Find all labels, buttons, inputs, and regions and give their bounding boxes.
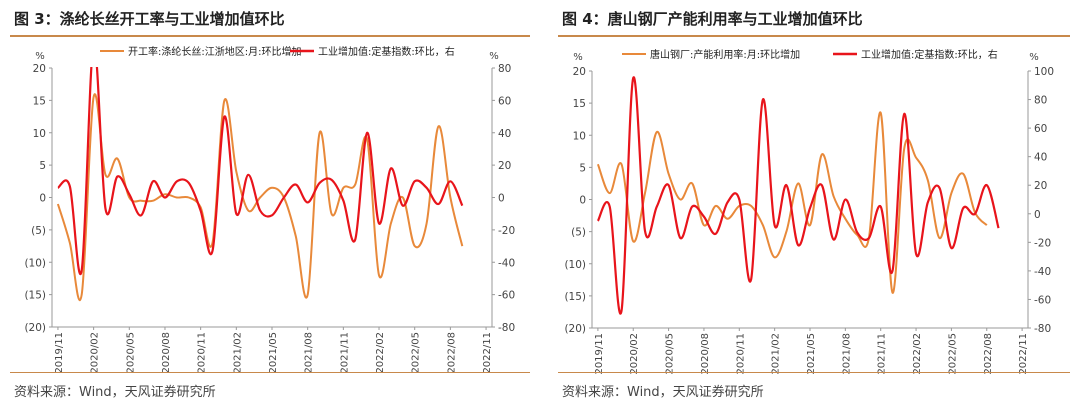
x-tick-label: 2021/05 — [268, 332, 279, 374]
x-tick-label: 2021/11 — [877, 333, 888, 375]
right-tick-label: -20 — [498, 225, 515, 237]
left-tick-label: 10 — [573, 130, 586, 142]
left-tick-label: 20 — [33, 63, 46, 75]
x-tick-label: 2020/05 — [125, 332, 136, 374]
right-tick-label: 40 — [498, 128, 511, 140]
x-tick-label: 2021/02 — [232, 332, 243, 374]
series-line-1 — [56, 93, 464, 302]
right-tick-label: 0 — [1034, 209, 1041, 221]
legend-label-1: 开工率:涤纶长丝:江浙地区:月:环比增加 — [128, 45, 301, 58]
left-tick-label: (10) — [564, 259, 586, 271]
right-axis-unit: % — [1029, 52, 1039, 63]
right-tick-label: -20 — [1034, 237, 1051, 249]
left-tick-label: 0 — [579, 195, 586, 207]
x-tick-label: 2022/11 — [1018, 333, 1029, 375]
x-tick-label: 2020/08 — [161, 332, 172, 374]
left-tick-label: (5) — [571, 227, 586, 239]
line-chart-right: % % 20 15 10 5 0 (5) (10) (15) (20) 100 80 60 40 20 0 -20… — [564, 48, 1054, 375]
legend-label-2: 工业增加值:定基指数:环比，右 — [861, 48, 998, 61]
chart-panel-left: 图 3：涤纶长丝开工率与工业增加值环比 %% 20 15 10 5 0 (5) (10) (15… — [10, 10, 530, 400]
right-tick-label: -80 — [1034, 323, 1051, 335]
x-tick-label: 2021/02 — [771, 333, 782, 375]
bottom-divider-left — [10, 372, 530, 373]
x-tick-label: 2020/08 — [700, 333, 711, 375]
line-chart-left: % %20151050(5)(10)(15)(20)806040200-20-40… — [24, 45, 515, 374]
x-tick-label: 2022/02 — [375, 332, 386, 374]
x-tick-label: 2022/05 — [411, 332, 422, 374]
x-tick-label: 2022/08 — [983, 333, 994, 375]
left-tick-label: 10 — [33, 128, 46, 140]
x-tick-label: 2020/02 — [629, 333, 640, 375]
left-tick-label: (10) — [24, 257, 46, 269]
series-line-2 — [596, 76, 1000, 315]
left-tick-label: 20 — [573, 66, 586, 78]
legend-label-2: 工业增加值:定基指数:环比，右 — [318, 45, 455, 58]
left-tick-label: (5) — [31, 225, 46, 237]
x-tick-label: 2020/02 — [90, 332, 101, 374]
right-tick-label: 20 — [498, 160, 511, 172]
right-tick-label: 0 — [498, 193, 505, 205]
x-tick-label: 2020/11 — [197, 332, 208, 374]
right-tick-label: -40 — [498, 257, 515, 269]
left-tick-label: (20) — [24, 322, 46, 334]
chart-title-right: 图 4：唐山钢厂产能利用率与工业增加值环比 — [562, 10, 863, 28]
right-tick-label: 20 — [1034, 180, 1047, 192]
x-tick-label: 2020/11 — [735, 333, 746, 375]
left-tick-label: (15) — [24, 290, 46, 302]
right-tick-label: 60 — [498, 95, 511, 107]
right-axis-unit: % — [489, 51, 499, 62]
source-note-left: 资料来源：Wind，天风证券研究所 — [14, 385, 216, 400]
right-tick-label: 80 — [1034, 95, 1047, 107]
left-axis-unit: % — [35, 51, 45, 62]
left-tick-label: (20) — [564, 323, 586, 335]
x-tick-label: 2022/02 — [912, 333, 923, 375]
legend-label-1: 唐山钢厂:产能利用率:月:环比增加 — [650, 48, 800, 61]
x-tick-label: 2022/05 — [947, 333, 958, 375]
series-line-2 — [57, 67, 464, 276]
right-tick-label: 40 — [1034, 152, 1047, 164]
right-tick-label: -60 — [498, 290, 515, 302]
right-tick-label: 100 — [1034, 66, 1054, 78]
left-tick-label: 5 — [579, 162, 586, 174]
right-tick-label: 60 — [1034, 123, 1047, 135]
left-tick-label: (15) — [564, 291, 586, 303]
x-tick-label: 2022/11 — [482, 332, 493, 374]
right-tick-label: -60 — [1034, 294, 1051, 306]
x-tick-label: 2021/08 — [841, 333, 852, 375]
x-tick-label: 2021/11 — [339, 332, 350, 374]
title-divider-left — [10, 35, 530, 37]
series-line-1 — [596, 111, 988, 294]
source-note-right: 资料来源：Wind，天风证券研究所 — [562, 385, 764, 400]
x-tick-label: 2020/05 — [665, 333, 676, 375]
x-tick-label: 2021/08 — [304, 332, 315, 374]
left-tick-label: 5 — [39, 160, 46, 172]
right-tick-label: -40 — [1034, 266, 1051, 278]
x-tick-label: 2022/08 — [446, 332, 457, 374]
x-tick-label: 2019/11 — [594, 333, 605, 375]
left-tick-label: 0 — [39, 193, 46, 205]
x-tick-label: 2021/05 — [806, 333, 817, 375]
right-tick-label: -80 — [498, 322, 515, 334]
left-tick-label: 15 — [33, 95, 46, 107]
chart-title-left: 图 3：涤纶长丝开工率与工业增加值环比 — [14, 10, 285, 28]
bottom-divider-right — [558, 372, 1070, 373]
right-tick-label: 80 — [498, 63, 511, 75]
chart-panel-right: 图 4：唐山钢厂产能利用率与工业增加值环比 %% 20 15 10 5 0 (5) (10) (… — [548, 0, 1080, 409]
left-axis-unit: % — [573, 52, 583, 63]
left-tick-label: 15 — [573, 98, 586, 110]
title-divider-right — [558, 35, 1070, 37]
x-tick-label: 2019/11 — [54, 332, 65, 374]
